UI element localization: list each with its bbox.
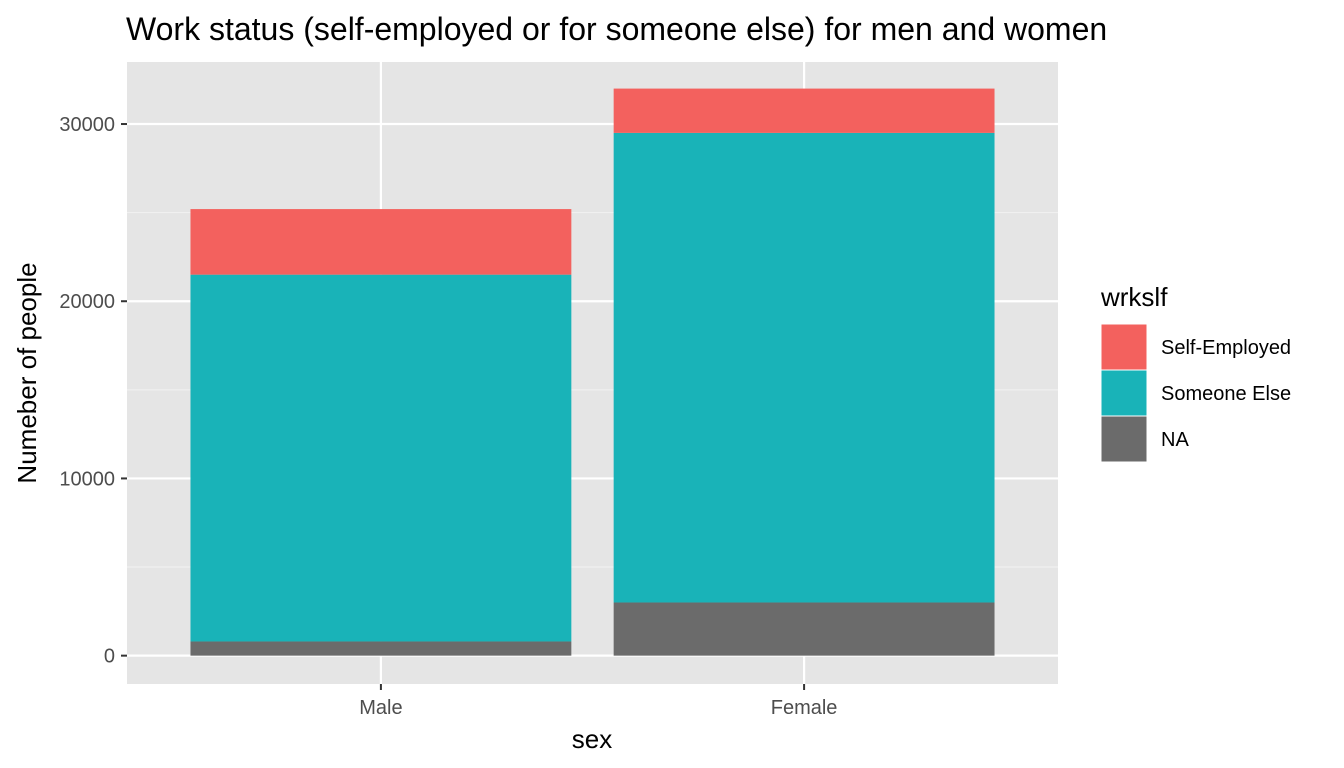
bar-male-self-employed bbox=[190, 209, 572, 275]
legend-title: wrkslf bbox=[1100, 282, 1168, 312]
bar-male-na bbox=[190, 641, 572, 656]
legend-label: NA bbox=[1161, 429, 1189, 451]
bars bbox=[190, 88, 995, 656]
x-tick-label: Female bbox=[771, 697, 838, 719]
y-tick-label: 10000 bbox=[59, 468, 115, 490]
y-axis-ticks: 0 10000 20000 30000 bbox=[59, 114, 127, 668]
legend-items: Self-Employed Someone Else NA bbox=[1100, 323, 1291, 463]
y-tick-label: 30000 bbox=[59, 114, 115, 136]
x-axis-ticks: Male Female bbox=[359, 684, 837, 719]
y-axis-title: Numeber of people bbox=[12, 262, 42, 483]
x-tick-label: Male bbox=[359, 697, 402, 719]
legend-key-someone-else bbox=[1100, 369, 1148, 417]
legend-key-self-employed bbox=[1100, 323, 1148, 371]
chart-title: Work status (self-employed or for someon… bbox=[126, 11, 1107, 47]
bar-male-someone-else bbox=[190, 274, 572, 642]
y-tick-label: 0 bbox=[104, 646, 115, 668]
bar-female-self-employed bbox=[613, 88, 995, 133]
y-tick-label: 20000 bbox=[59, 291, 115, 313]
legend-label: Someone Else bbox=[1161, 383, 1291, 405]
legend-label: Self-Employed bbox=[1161, 337, 1291, 359]
legend-key-na bbox=[1100, 415, 1148, 463]
bar-female-someone-else bbox=[613, 132, 995, 603]
legend: wrkslf Self-Employed Someone Else NA bbox=[1100, 282, 1291, 463]
bar-female-na bbox=[613, 602, 995, 656]
x-axis-title: sex bbox=[572, 724, 612, 754]
